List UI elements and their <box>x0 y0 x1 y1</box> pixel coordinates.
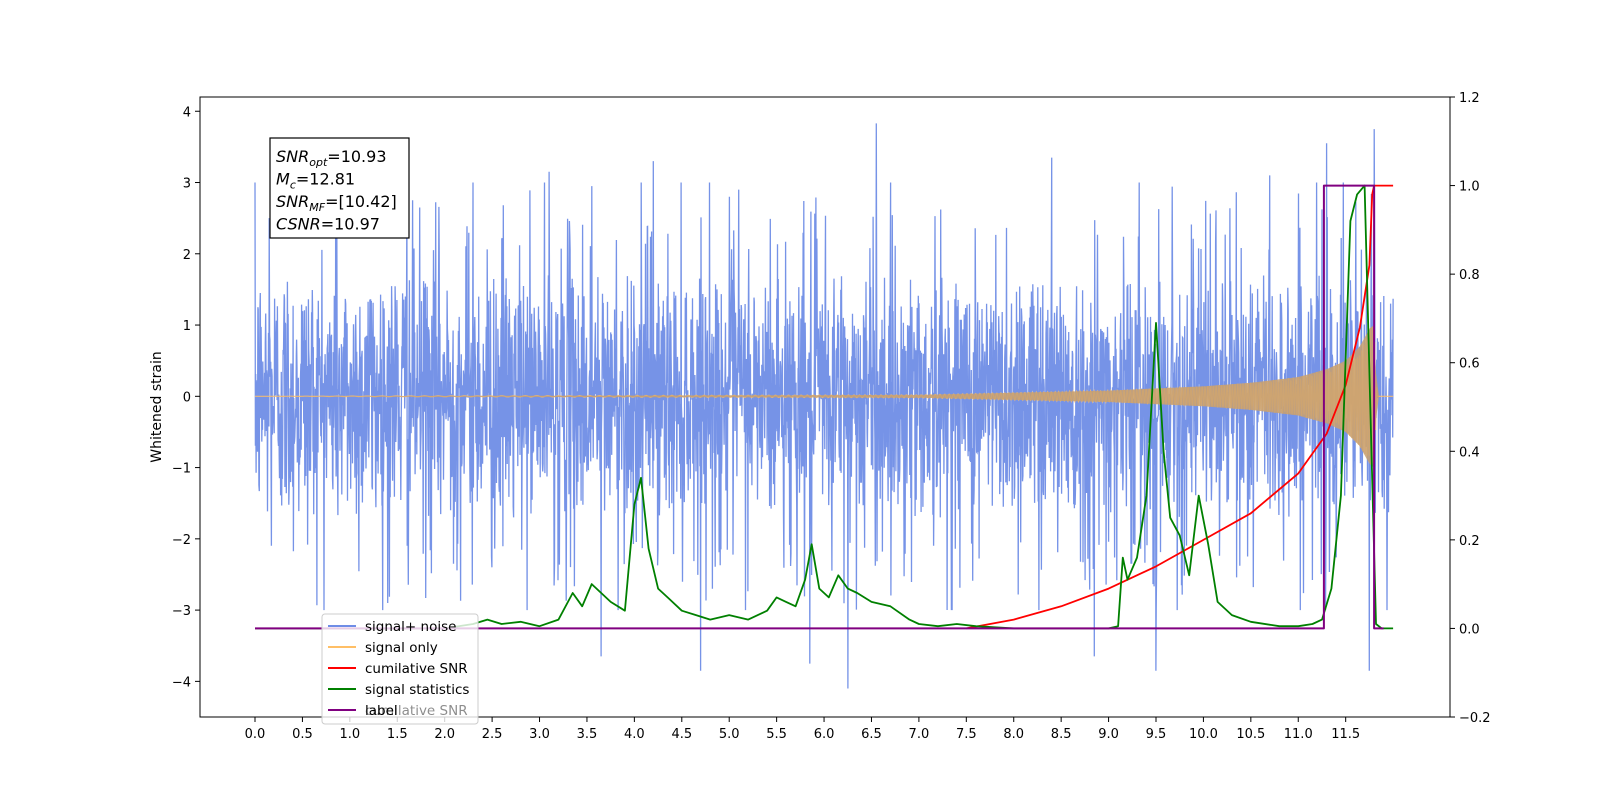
x-tick-label: 0.5 <box>292 727 313 742</box>
annotation-value: =[10.42] <box>325 192 397 211</box>
annotation-subscript: c <box>290 179 296 192</box>
x-tick-label: 5.5 <box>766 727 787 742</box>
series-cumulative-snr-line <box>966 184 1394 630</box>
x-tick-label: 2.0 <box>434 727 455 742</box>
series-signal-only-envelope <box>255 325 1394 467</box>
legend-label: signal statistics <box>365 682 469 698</box>
x-tick-label: 7.0 <box>909 727 930 742</box>
y2-tick-label: 1.2 <box>1459 91 1480 106</box>
x-tick-label: 9.0 <box>1098 727 1119 742</box>
annotation-symbol: CSNR <box>276 215 321 234</box>
series-label-line <box>255 184 1384 630</box>
annotation-line: SNRMF=[10.42] <box>276 192 397 214</box>
y-tick-label: 1 <box>183 319 191 334</box>
y-tick-label: 4 <box>183 105 191 120</box>
legend-label: signal+ noise <box>365 619 456 635</box>
annotation-value: =10.97 <box>321 215 380 234</box>
x-tick-label: 8.0 <box>1003 727 1024 742</box>
y-tick-label: 3 <box>183 177 191 192</box>
y2-tick-label: −0.2 <box>1459 711 1491 726</box>
x-tick-label: 6.0 <box>814 727 835 742</box>
y-tick-label: −4 <box>172 675 191 690</box>
y-axis-right: −0.2 0.0 0.2 0.4 0.6 0.8 1.0 1.2 <box>1450 91 1491 726</box>
x-tick-label: 7.5 <box>956 727 977 742</box>
x-tick-label: 3.0 <box>529 727 550 742</box>
annotation-symbol: SNR <box>276 192 309 211</box>
plot-frame <box>199 96 1451 718</box>
x-tick-label: 10.0 <box>1189 727 1218 742</box>
x-tick-label: 1.0 <box>340 727 361 742</box>
legend-label: signal only <box>365 640 438 656</box>
y-axis-title: Whitened strain <box>149 351 165 462</box>
y2-tick-label: 1.0 <box>1459 180 1480 195</box>
annotation-value: =12.81 <box>296 170 355 189</box>
y-tick-label: 0 <box>183 390 191 405</box>
annotation-subscript: opt <box>309 156 328 169</box>
x-axis: 0.0 0.5 1.0 1.5 2.0 2.5 3.0 3.5 4.0 4.5 5.0 5.5 6.0 6… <box>245 717 1360 742</box>
x-tick-label: 3.5 <box>577 727 598 742</box>
annotation-frame <box>269 137 410 239</box>
y2-tick-label: 0.2 <box>1459 534 1480 549</box>
legend: signal+ noise signal only cumilative SNR si… <box>321 613 479 725</box>
annotation-value: =10.93 <box>327 147 386 166</box>
y2-tick-label: 0.4 <box>1459 445 1480 460</box>
x-tick-label: 4.5 <box>671 727 692 742</box>
y-axis-left: −4 −3 −2 −1 0 1 2 3 4 <box>172 105 200 690</box>
series-signal-noise-line <box>254 123 1394 689</box>
legend-label: label <box>365 703 398 719</box>
y-tick-label: −3 <box>172 604 191 619</box>
annotation-line: CSNR=10.97 <box>276 215 380 234</box>
y2-tick-label: 0.8 <box>1459 268 1480 283</box>
y2-tick-label: 0.6 <box>1459 357 1480 372</box>
x-tick-label: 8.5 <box>1051 727 1072 742</box>
x-tick-label: 6.5 <box>861 727 882 742</box>
y-tick-label: −1 <box>172 462 191 477</box>
annotation-subscript: MF <box>309 201 325 214</box>
x-tick-label: 11.0 <box>1284 727 1313 742</box>
legend-label: cumilative SNR <box>365 661 468 677</box>
legend-frame <box>321 613 479 725</box>
x-tick-label: 4.0 <box>624 727 645 742</box>
x-tick-label: 0.0 <box>245 727 266 742</box>
y2-tick-label: 0.0 <box>1459 622 1480 637</box>
y-tick-label: −2 <box>172 533 191 548</box>
x-tick-label: 5.0 <box>719 727 740 742</box>
x-tick-label: 11.5 <box>1331 727 1360 742</box>
annotation-symbol: SNR <box>276 147 309 166</box>
annotation-symbol: M <box>276 170 290 189</box>
y-tick-label: 2 <box>183 248 191 263</box>
x-tick-label: 2.5 <box>482 727 503 742</box>
annotation-box: SNRopt=10.93Mc=12.81SNRMF=[10.42]CSNR=10… <box>269 137 410 239</box>
annotation-line: Mc=12.81 <box>276 170 355 192</box>
legend-ghost-label: cumilative SNR <box>365 703 468 719</box>
series-signal-statistics-line <box>255 184 1394 630</box>
series-layer <box>254 123 1394 689</box>
annotation-line: SNRopt=10.93 <box>276 147 387 169</box>
x-tick-label: 1.5 <box>387 727 408 742</box>
x-tick-label: 9.5 <box>1146 727 1167 742</box>
x-tick-label: 10.5 <box>1236 727 1265 742</box>
